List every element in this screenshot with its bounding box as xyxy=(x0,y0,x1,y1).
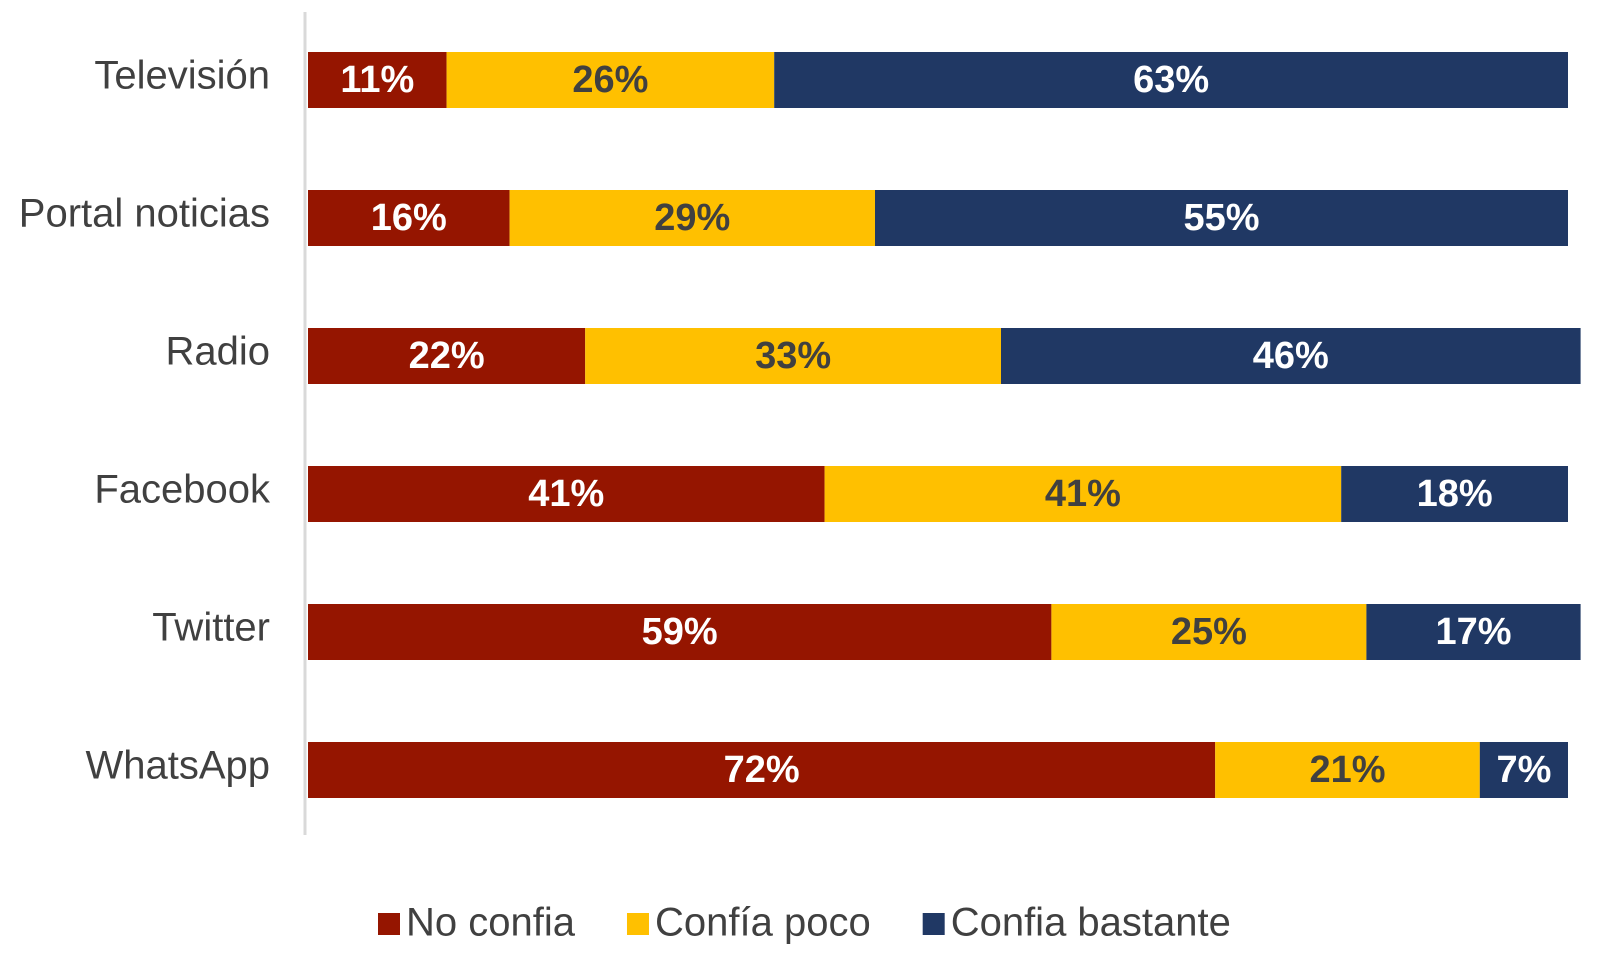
bar-segment xyxy=(585,328,1001,384)
y-tick-label: Portal noticias xyxy=(19,192,270,236)
bar-segment xyxy=(1051,604,1367,660)
bar-segment xyxy=(509,190,875,246)
data-label: 41% xyxy=(528,473,604,515)
legend-swatch xyxy=(922,913,945,935)
data-label: 63% xyxy=(1133,59,1209,101)
data-label: 25% xyxy=(1171,611,1247,653)
bar-segment xyxy=(824,466,1342,522)
y-tick-label: WhatsApp xyxy=(85,744,270,788)
y-tick-label: Radio xyxy=(165,330,270,374)
data-label: 22% xyxy=(409,335,485,377)
bar-segment xyxy=(1341,466,1568,522)
bar-segment xyxy=(875,190,1568,246)
bar-segment xyxy=(308,466,825,522)
data-label: 41% xyxy=(1045,473,1121,515)
data-label: 18% xyxy=(1417,473,1493,515)
legend-swatch xyxy=(626,913,649,935)
bar-segment xyxy=(774,52,1568,108)
bar-segment xyxy=(1215,742,1480,798)
data-label: 21% xyxy=(1309,749,1385,791)
legend-label: No confia xyxy=(406,901,576,945)
y-tick-label: Televisión xyxy=(94,54,270,98)
bar-segment xyxy=(446,52,775,108)
bar-segment xyxy=(1001,328,1581,384)
data-label: 33% xyxy=(755,335,831,377)
bar-segment xyxy=(308,742,1216,798)
bar-segment xyxy=(1479,742,1568,798)
y-tick-label: Twitter xyxy=(152,606,270,650)
data-label: 16% xyxy=(371,197,447,239)
legend-label: Confía poco xyxy=(655,901,871,945)
bar-segment xyxy=(308,328,586,384)
legend-label: Confia bastante xyxy=(951,901,1231,945)
y-tick-label: Facebook xyxy=(94,468,271,512)
data-label: 7% xyxy=(1496,749,1551,791)
data-label: 46% xyxy=(1253,335,1329,377)
bar-segment xyxy=(1366,604,1581,660)
legend-swatch xyxy=(378,913,400,935)
bar-segment xyxy=(308,52,447,108)
data-label: 59% xyxy=(642,611,718,653)
bar-segment xyxy=(308,190,510,246)
data-label: 11% xyxy=(340,59,414,101)
data-label: 29% xyxy=(654,197,730,239)
data-label: 17% xyxy=(1435,611,1511,653)
data-label: 26% xyxy=(572,59,648,101)
data-label: 55% xyxy=(1183,197,1259,239)
data-label: 72% xyxy=(724,749,800,791)
bar-segment xyxy=(308,604,1052,660)
